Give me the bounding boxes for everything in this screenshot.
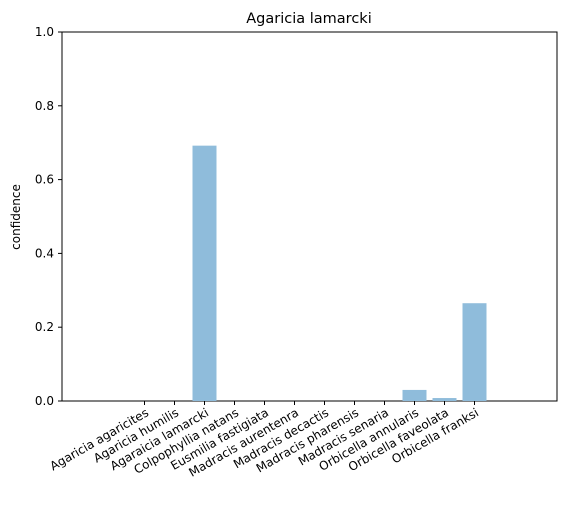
axes-frame [61, 31, 558, 402]
bar [402, 389, 427, 401]
bars [192, 145, 487, 401]
chart-title: Agaricia lamarcki [246, 11, 371, 27]
y-tick-label: 1.0 [35, 25, 54, 39]
y-tick-label: 0.0 [35, 394, 54, 408]
y-tick-label: 0.4 [35, 246, 54, 260]
y-tick-label: 0.6 [35, 173, 54, 187]
bar [462, 303, 487, 401]
bar [432, 398, 457, 401]
y-tick-label: 0.2 [35, 320, 54, 334]
y-tick-label: 0.8 [35, 99, 54, 113]
bar [192, 145, 217, 401]
y-axis-label: confidence [9, 184, 23, 250]
y-axis-ticks: 0.0 0.2 0.4 0.6 0.8 1.0 [35, 25, 62, 408]
plot-area [61, 31, 558, 402]
